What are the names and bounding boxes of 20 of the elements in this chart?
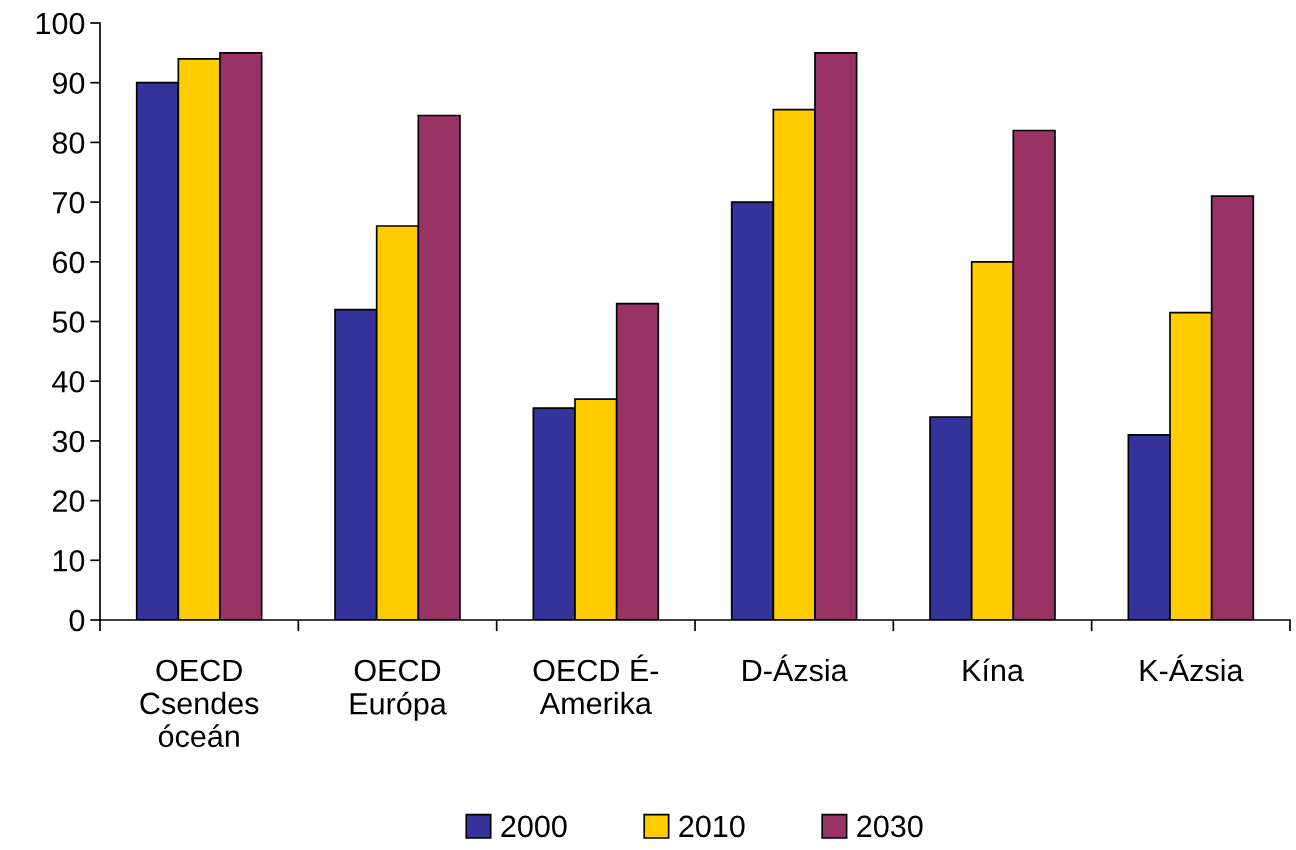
y-tick-label: 40: [52, 370, 85, 393]
y-tick-label: 100: [36, 12, 85, 35]
x-tick-label: OECD Európa: [350, 659, 447, 721]
y-tick-label: 70: [53, 191, 85, 214]
y-tick-label: 30: [52, 430, 85, 453]
x-tick-label: K-Ázsia: [1140, 654, 1244, 682]
y-tick-label: 0: [69, 609, 85, 632]
y-tick-label: 80: [52, 132, 85, 154]
y-tick-label: 60: [52, 251, 85, 274]
legend-label: 2000: [501, 815, 567, 838]
y-tick-label: 20: [52, 490, 85, 512]
y-tick-label: 90: [52, 72, 85, 95]
legend-label: 2030: [857, 815, 923, 838]
x-tick-label: D-Ázsia: [743, 654, 848, 682]
x-tick-label: Kína: [963, 658, 1024, 682]
y-tick-label: 50: [52, 311, 85, 333]
x-tick-label: OECD Csendes óceán: [140, 659, 259, 748]
legend-label: 2010: [679, 815, 745, 838]
x-tick-label: OECD É- Amerika: [533, 654, 659, 715]
y-tick-label: 10: [53, 550, 85, 572]
